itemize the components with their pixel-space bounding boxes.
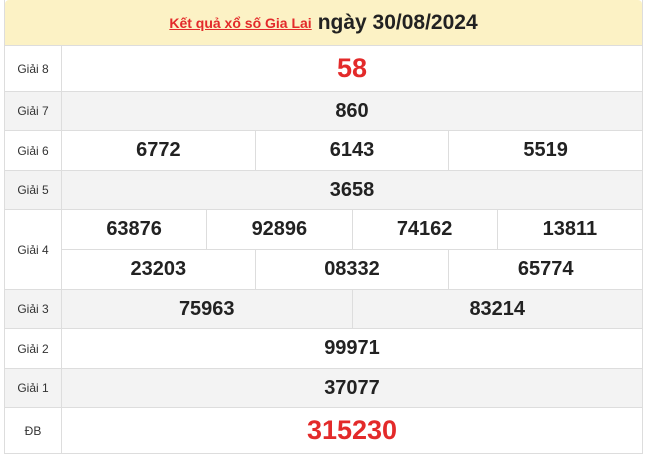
prize-values-line: 37077 — [62, 369, 642, 407]
prize-values: 315230 — [62, 408, 642, 453]
prize-label: Giải 3 — [5, 290, 62, 328]
prize-values-line: 58 — [62, 46, 642, 91]
prize-label: ĐB — [5, 408, 62, 453]
prize-row: Giải 4 63876 92896 74162 13811 23203 08332 6577… — [5, 210, 642, 290]
prize-label: Giải 2 — [5, 329, 62, 368]
prize-row: Giải 1 37077 — [5, 369, 642, 408]
prize-values: 3658 — [62, 171, 642, 209]
prize-values-line: 860 — [62, 92, 642, 130]
prize-row: Giải 2 99971 — [5, 329, 642, 369]
prize-number: 74162 — [351, 210, 497, 249]
prize-values-line: 75963 83214 — [62, 290, 642, 328]
prize-number: 83214 — [351, 290, 643, 328]
prize-values: 75963 83214 — [62, 290, 642, 328]
prize-values-line: 315230 — [62, 408, 642, 453]
prize-number: 5519 — [448, 131, 642, 170]
prize-values: 860 — [62, 92, 642, 130]
prize-row: Giải 6 6772 6143 5519 — [5, 131, 642, 171]
prize-number: 99971 — [324, 337, 380, 359]
results-date: ngày 30/08/2024 — [317, 10, 478, 34]
prize-values-line: 6772 6143 5519 — [62, 131, 642, 170]
prize-label: Giải 8 — [5, 46, 62, 91]
prize-row: Giải 3 75963 83214 — [5, 290, 642, 329]
table-header: Kết quả xổ số Gia Lai ngày 30/08/2024 — [5, 0, 642, 46]
results-link[interactable]: Kết quả xổ số Gia Lai — [169, 14, 312, 31]
prize-number: 6772 — [136, 139, 181, 161]
prize-values: 63876 92896 74162 13811 23203 08332 65774 — [62, 210, 642, 289]
prize-number: 37077 — [324, 376, 380, 399]
prize-label: Giải 5 — [5, 171, 62, 209]
prize-row: ĐB 315230 — [5, 408, 642, 453]
prize-label: Giải 1 — [5, 369, 62, 407]
prize-number: 08332 — [254, 250, 449, 289]
prize-number: 860 — [335, 99, 369, 122]
prize-number: 92896 — [206, 210, 351, 249]
prize-number: 6143 — [254, 131, 449, 170]
prize-values-line: 99971 — [62, 329, 642, 368]
prize-values-line: 23203 08332 65774 — [62, 249, 642, 289]
prize-values: 99971 — [62, 329, 642, 368]
prize-number: 75963 — [178, 297, 235, 320]
prize-number: 63876 — [106, 218, 162, 240]
prize-number: 65774 — [448, 250, 642, 289]
prize-row: Giải 8 58 — [5, 46, 642, 92]
prize-values: 6772 6143 5519 — [62, 131, 642, 170]
lottery-results-table: Kết quả xổ số Gia Lai ngày 30/08/2024 Gi… — [4, 0, 643, 454]
prize-number: 58 — [336, 53, 368, 83]
prize-number: 315230 — [306, 415, 398, 445]
prize-label: Giải 6 — [5, 131, 62, 170]
prize-values-line: 63876 92896 74162 13811 — [62, 210, 642, 249]
prize-values: 58 — [62, 46, 642, 91]
prize-row: Giải 7 860 — [5, 92, 642, 131]
prize-label: Giải 7 — [5, 92, 62, 130]
prize-number: 23203 — [130, 258, 187, 280]
prize-row: Giải 5 3658 — [5, 171, 642, 210]
prize-label: Giải 4 — [5, 210, 62, 289]
prize-values-line: 3658 — [62, 171, 642, 209]
prize-number: 13811 — [496, 210, 642, 249]
prize-number: 3658 — [329, 178, 375, 201]
prize-values: 37077 — [62, 369, 642, 407]
